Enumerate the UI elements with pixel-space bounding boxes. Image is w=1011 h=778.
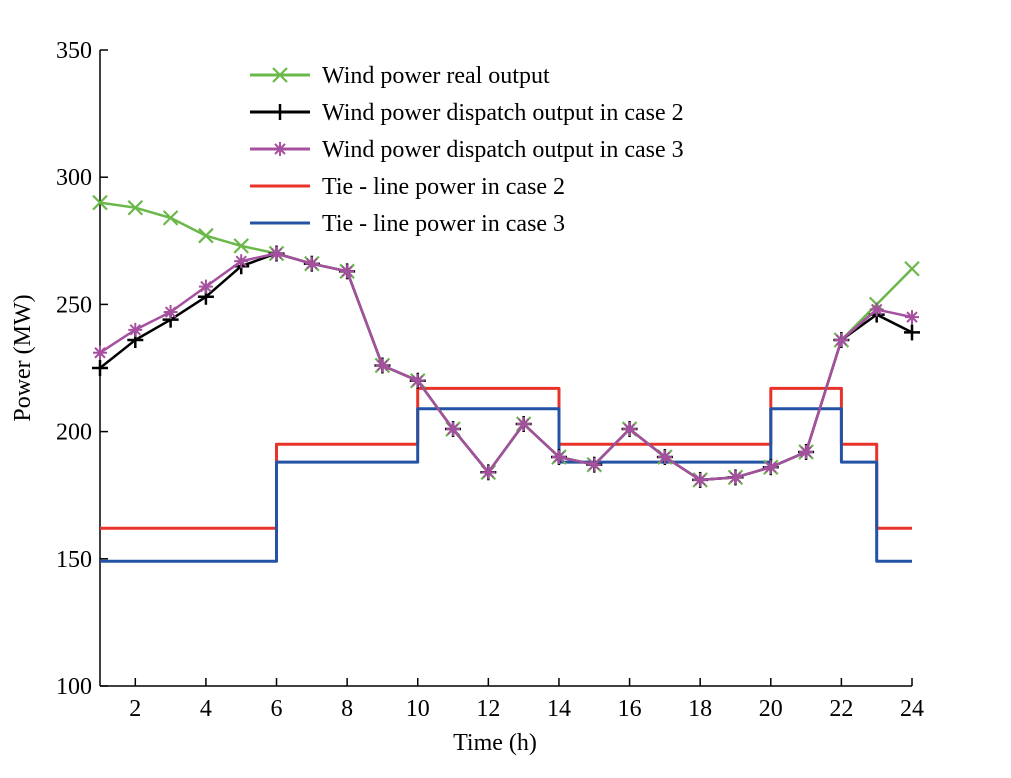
legend-marker xyxy=(273,142,287,156)
data-point xyxy=(905,310,919,325)
x-tick-label: 18 xyxy=(688,696,712,722)
data-point xyxy=(93,345,107,360)
x-tick-label: 8 xyxy=(341,696,353,722)
data-point xyxy=(340,264,355,279)
data-point xyxy=(162,210,179,226)
x-tick-label: 22 xyxy=(829,696,853,722)
series-line xyxy=(99,252,913,482)
series-line xyxy=(100,386,912,530)
x-tick-label: 16 xyxy=(618,696,642,722)
data-point xyxy=(516,416,531,431)
x-tick-label: 24 xyxy=(900,696,924,722)
x-tick-label: 10 xyxy=(406,696,430,722)
data-point xyxy=(375,358,390,373)
series-line xyxy=(99,201,913,482)
series-1 xyxy=(92,245,920,488)
y-tick-label: 100 xyxy=(56,674,92,700)
data-point xyxy=(234,254,249,269)
x-tick-label: 6 xyxy=(271,696,283,722)
x-tick-label: 20 xyxy=(759,696,783,722)
data-point xyxy=(128,322,143,337)
data-point xyxy=(269,246,284,261)
legend-label: Wind power dispatch output in case 3 xyxy=(322,137,684,163)
legend: Wind power real output Wind power dispatc… xyxy=(250,63,684,237)
data-point xyxy=(834,333,849,348)
series-2 xyxy=(93,246,919,487)
legend-item-3: Tie - line power in case 2 xyxy=(250,174,565,200)
x-tick-label: 12 xyxy=(476,696,500,722)
y-tick-label: 300 xyxy=(56,165,92,191)
data-point xyxy=(481,465,496,480)
data-point xyxy=(446,422,461,437)
data-point xyxy=(657,450,672,465)
x-axis-title: Time (h) xyxy=(453,730,537,756)
data-point xyxy=(163,305,178,320)
series-0 xyxy=(92,194,920,488)
legend-label: Tie - line power in case 3 xyxy=(322,211,565,237)
data-point xyxy=(92,360,108,376)
data-point xyxy=(869,302,884,317)
data-point xyxy=(198,227,214,244)
series-layer xyxy=(92,194,920,563)
data-point xyxy=(763,460,778,475)
x-tick-label: 2 xyxy=(129,696,141,722)
data-point xyxy=(127,199,144,216)
series-line xyxy=(100,407,912,563)
data-point xyxy=(92,194,108,211)
legend-marker xyxy=(272,104,288,120)
y-tick-label: 200 xyxy=(56,420,92,446)
data-point xyxy=(304,256,319,271)
y-tick-label: 150 xyxy=(56,547,92,573)
data-point xyxy=(622,422,637,437)
x-tick-label: 14 xyxy=(547,696,571,722)
legend-item-4: Tie - line power in case 3 xyxy=(250,211,565,237)
legend-label: Tie - line power in case 2 xyxy=(322,174,565,200)
legend-item-1: Wind power dispatch output in case 2 xyxy=(250,100,684,126)
series-3 xyxy=(100,386,912,530)
legend-item-0: Wind power real output xyxy=(250,63,550,89)
data-point xyxy=(198,279,213,294)
legend-label: Wind power dispatch output in case 2 xyxy=(322,100,684,126)
data-point xyxy=(693,472,708,487)
data-point xyxy=(410,373,425,388)
x-tick-label: 4 xyxy=(200,696,212,722)
y-tick-label: 350 xyxy=(56,38,92,64)
series-4 xyxy=(100,407,912,563)
data-point xyxy=(904,261,920,277)
data-point xyxy=(904,324,920,341)
legend-item-2: Wind power dispatch output in case 3 xyxy=(250,137,684,163)
series-line xyxy=(99,252,913,482)
y-axis-title: Power (MW) xyxy=(10,294,36,421)
legend-label: Wind power real output xyxy=(322,63,550,89)
data-point xyxy=(233,238,249,254)
data-point xyxy=(728,470,743,485)
data-point xyxy=(587,457,602,472)
data-point xyxy=(551,450,566,465)
y-tick-label: 250 xyxy=(56,292,92,318)
data-point xyxy=(799,444,814,459)
legend-marker xyxy=(272,67,288,83)
